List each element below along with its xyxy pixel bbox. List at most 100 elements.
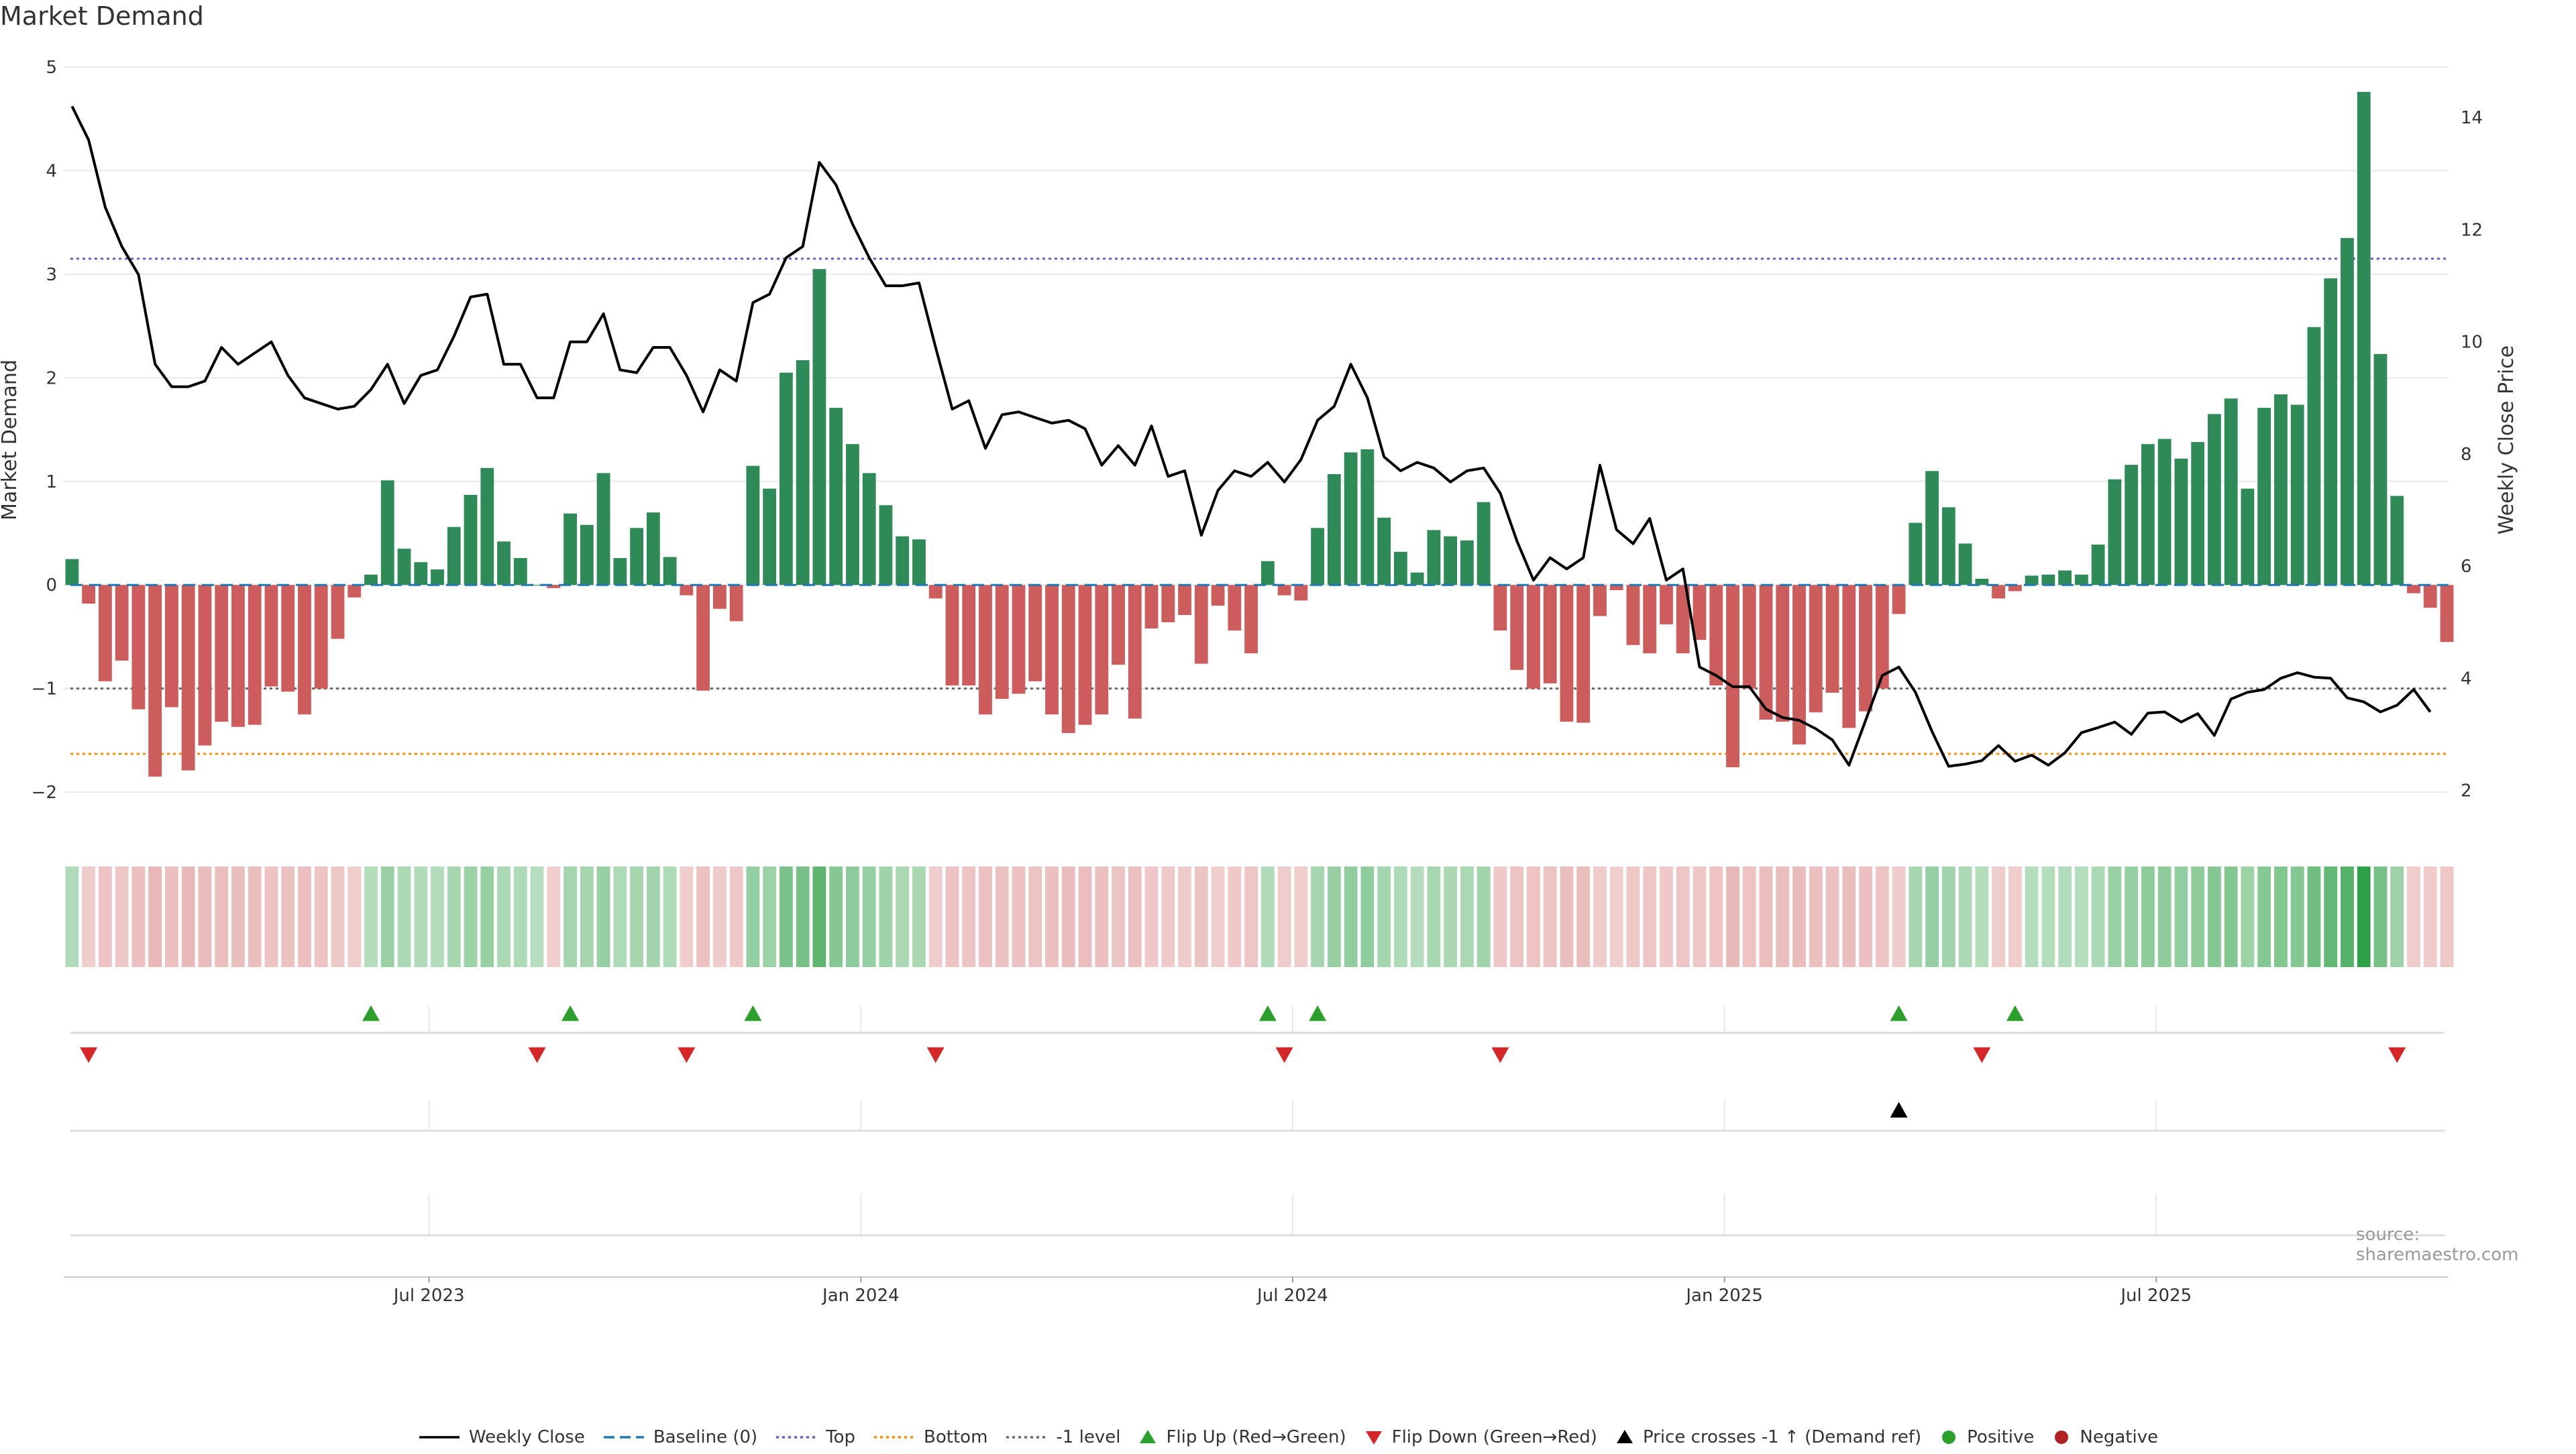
chart-title: Market Demand (0, 1, 204, 31)
demand-heat-cell (530, 866, 544, 967)
demand-bar (131, 585, 146, 710)
demand-bar (1393, 551, 1407, 585)
demand-heat-cell (862, 866, 876, 967)
demand-heat-cell (1493, 866, 1507, 967)
demand-bar (2174, 458, 2188, 585)
legend-label: Baseline (0) (653, 1427, 758, 1447)
demand-bar (928, 585, 943, 599)
demand-heat-cell (215, 866, 229, 967)
demand-heat-cell (729, 866, 743, 967)
demand-heat-cell (1045, 866, 1059, 967)
demand-bar (1742, 585, 1756, 689)
demand-heat-cell (1061, 866, 1075, 967)
demand-heat-cell (2290, 866, 2304, 967)
demand-heat-cell (364, 866, 378, 967)
legend-item: Negative (2051, 1427, 2158, 1447)
demand-heat-cell (2058, 866, 2072, 967)
demand-bar (2440, 585, 2454, 642)
demand-bar (2108, 479, 2122, 585)
demand-bar (2373, 353, 2387, 585)
demand-bar (1510, 585, 1524, 670)
y-tick-label-left: −2 (32, 783, 57, 803)
demand-bar (1825, 585, 1839, 693)
demand-bar (1576, 585, 1591, 723)
demand-heat-cell (1792, 866, 1806, 967)
demand-bar (480, 467, 494, 585)
flip-down-marker (678, 1047, 696, 1063)
demand-bar (663, 557, 677, 585)
demand-heat-cell (1925, 866, 1939, 967)
demand-heat-cell (1311, 866, 1325, 967)
demand-bar (812, 269, 826, 585)
demand-heat-cell (1975, 866, 1989, 967)
flip-up-marker (1890, 1005, 1908, 1021)
demand-bar (82, 585, 96, 604)
demand-bar (1161, 585, 1175, 622)
demand-heat-cell (1825, 866, 1839, 967)
demand-heat-cell (264, 866, 278, 967)
demand-heat-cell (181, 866, 195, 967)
demand-heat-cell (596, 866, 610, 967)
demand-bar (796, 360, 810, 585)
demand-bar (2390, 496, 2404, 585)
demand-heat-cell (248, 866, 262, 967)
demand-bar (1892, 585, 1906, 614)
demand-bar (2357, 92, 2371, 585)
y-tick-label-left: 0 (46, 575, 57, 596)
demand-bar (380, 480, 394, 585)
demand-heat-cell (198, 866, 212, 967)
demand-heat-cell (1693, 866, 1707, 967)
y-tick-label-left: −1 (32, 679, 57, 700)
demand-bar (1327, 473, 1341, 585)
demand-bar (1842, 585, 1856, 728)
legend-item: Bottom (873, 1427, 987, 1447)
demand-heat-cell (995, 866, 1009, 967)
demand-bar (613, 558, 627, 585)
demand-heat-cell (447, 866, 461, 967)
y-tick-label-right: 14 (2461, 108, 2483, 128)
demand-heat-cell (1460, 866, 1474, 967)
y-tick-label-right: 8 (2461, 445, 2472, 465)
demand-heat-cell (2341, 866, 2354, 967)
demand-heat-cell (1609, 866, 1623, 967)
legend-label: Negative (2080, 1427, 2159, 1447)
demand-heat-cell (680, 866, 694, 967)
demand-heat-cell (2390, 866, 2404, 967)
demand-heat-cell (314, 866, 328, 967)
demand-bar (1477, 502, 1491, 585)
y-tick-label-left: 1 (46, 472, 57, 492)
y-tick-label-left: 4 (46, 161, 57, 181)
demand-bar (1643, 585, 1657, 654)
demand-bar (1028, 585, 1042, 681)
demand-bar (2341, 237, 2354, 585)
y-tick-label-right: 2 (2461, 781, 2472, 801)
legend-label: Flip Up (Red→Green) (1166, 1427, 1346, 1447)
legend-swatch (1365, 1431, 1382, 1445)
demand-heat-cell (1344, 866, 1358, 967)
demand-bar (1776, 585, 1790, 722)
demand-heat-cell (1294, 866, 1308, 967)
demand-bar (2324, 278, 2338, 585)
legend-swatch (1616, 1430, 1633, 1443)
demand-bar (1958, 543, 1972, 585)
x-tick-label: Jul 2025 (2119, 1286, 2192, 1306)
demand-heat-cell (928, 866, 943, 967)
demand-bar (1311, 528, 1325, 585)
demand-bar (1626, 585, 1640, 645)
demand-bar (1260, 561, 1275, 585)
demand-bar (962, 585, 976, 686)
legend-swatch (2055, 1431, 2069, 1444)
demand-bar (1925, 471, 1939, 585)
demand-heat-cell (2423, 866, 2437, 967)
demand-bar (1095, 585, 1109, 715)
demand-heat-cell (1277, 866, 1291, 967)
demand-heat-cell (763, 866, 777, 967)
demand-bar (497, 541, 511, 585)
demand-heat-cell (414, 866, 428, 967)
demand-heat-cell (148, 866, 162, 967)
demand-bar (414, 562, 428, 585)
demand-bar (1759, 585, 1773, 720)
demand-bar (264, 585, 278, 687)
legend-swatch (1006, 1436, 1047, 1439)
